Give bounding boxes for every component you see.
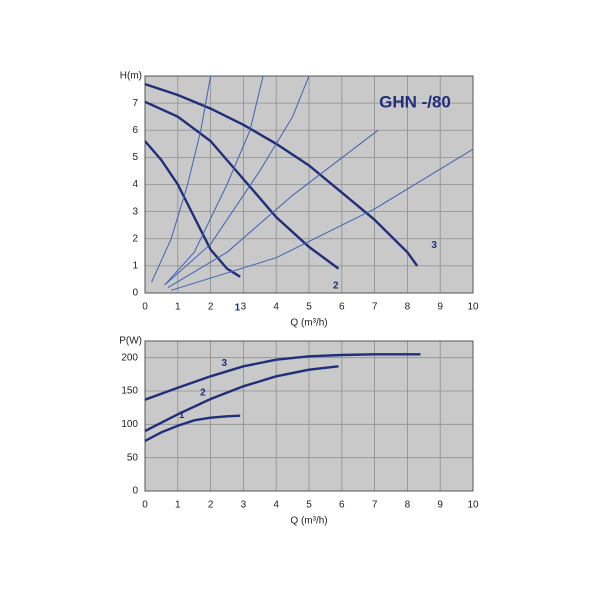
system-curve — [164, 76, 264, 286]
x-tick-label: 6 — [339, 500, 345, 511]
y-tick-label: 150 — [121, 386, 138, 397]
x-axis-label: Q (m³/h) — [290, 516, 327, 527]
y-tick-label: 5 — [132, 152, 138, 163]
system-curve — [151, 76, 212, 283]
x-tick-label: 10 — [467, 302, 479, 313]
y-tick-label: 4 — [132, 179, 138, 190]
system-curve — [167, 129, 379, 289]
pump-curve — [145, 365, 339, 433]
pump-curve — [145, 82, 419, 267]
y-tick-label: 100 — [121, 419, 138, 430]
x-tick-label: 7 — [372, 302, 378, 313]
x-tick-label: 7 — [372, 500, 378, 511]
curve-label: 3 — [431, 240, 437, 251]
x-axis-label: Q (m³/h) — [290, 318, 327, 329]
x-tick-label: 3 — [241, 500, 247, 511]
y-axis-label: P(W) — [119, 336, 142, 347]
x-tick-label: 4 — [273, 302, 279, 313]
pump-curve — [145, 100, 340, 270]
y-tick-label: 200 — [121, 352, 138, 363]
curve-label: 2 — [200, 387, 206, 398]
x-tick-label: 2 — [208, 500, 214, 511]
x-tick-label: 2 — [208, 302, 214, 313]
y-tick-label: 7 — [132, 98, 138, 109]
x-tick-label: 9 — [437, 302, 443, 313]
pump-curve — [145, 414, 241, 443]
curve-label: 3 — [221, 358, 227, 369]
x-tick-label: 8 — [405, 302, 411, 313]
y-tick-label: 0 — [132, 486, 138, 497]
x-tick-label: 10 — [467, 500, 479, 511]
y-tick-label: 3 — [132, 206, 138, 217]
y-tick-label: 2 — [132, 233, 138, 244]
curve-label: 1 — [235, 302, 241, 313]
pump-curve — [145, 140, 241, 278]
y-tick-label: 0 — [132, 288, 138, 299]
x-tick-label: 8 — [405, 500, 411, 511]
curve-label: 1 — [179, 410, 185, 421]
y-tick-label: 50 — [127, 452, 139, 463]
y-tick-label: 6 — [132, 125, 138, 136]
x-tick-label: 6 — [339, 302, 345, 313]
system-curve — [171, 148, 473, 291]
x-tick-label: 1 — [175, 500, 181, 511]
x-tick-label: 5 — [306, 302, 312, 313]
y-tick-label: 1 — [132, 261, 138, 272]
curve-label: 2 — [333, 281, 339, 292]
x-tick-label: 9 — [437, 500, 443, 511]
x-tick-label: 1 — [175, 302, 181, 313]
chart-title: GHN -/80 — [379, 92, 451, 111]
x-tick-label: 3 — [241, 302, 247, 313]
plot-border — [144, 340, 474, 492]
y-axis-label: H(m) — [120, 71, 142, 82]
x-tick-label: 5 — [306, 500, 312, 511]
x-tick-label: 0 — [142, 500, 148, 511]
system-curve — [164, 76, 310, 286]
pump-curve — [145, 353, 421, 401]
x-tick-label: 4 — [273, 500, 279, 511]
x-tick-label: 0 — [142, 302, 148, 313]
